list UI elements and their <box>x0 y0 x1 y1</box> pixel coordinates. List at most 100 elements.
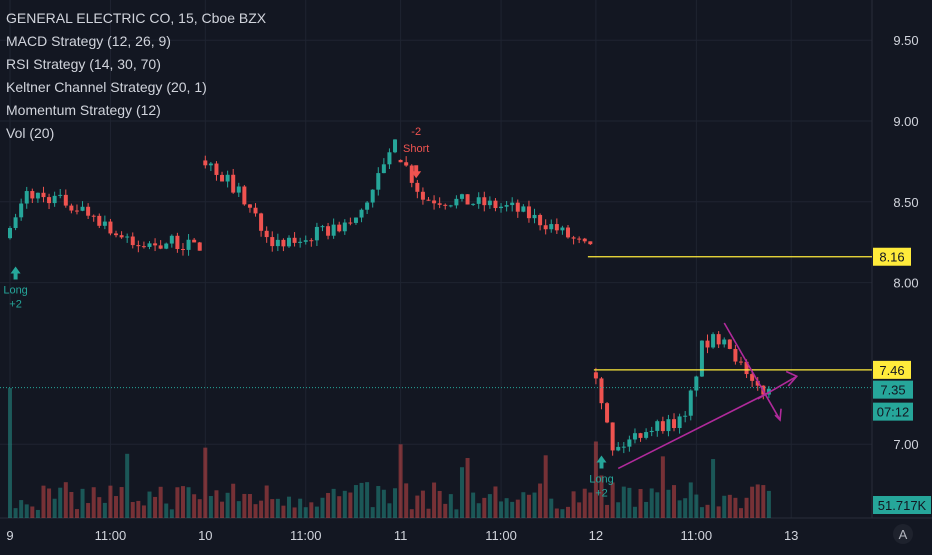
indicator-keltner[interactable]: Keltner Channel Strategy (20, 1) <box>6 79 207 95</box>
candle-body <box>125 236 130 238</box>
indicator-rsi[interactable]: RSI Strategy (14, 30, 70) <box>6 56 161 72</box>
countdown-tag-bg <box>873 402 913 421</box>
volume-bar <box>208 496 213 518</box>
candle-body <box>119 235 124 238</box>
volume-bar <box>744 497 749 518</box>
candle-body <box>259 213 264 231</box>
candle-body <box>387 152 392 165</box>
volume-tag-bg <box>873 496 931 514</box>
volume-bar <box>582 488 587 518</box>
volume-bar <box>398 444 403 518</box>
volume-bar <box>24 504 29 518</box>
volume-bar <box>180 486 185 518</box>
volume-bar <box>487 494 492 518</box>
candle-body <box>136 245 141 247</box>
volume-bar <box>733 497 738 518</box>
trend-line-lower <box>617 391 770 470</box>
volume-bar <box>253 504 258 518</box>
volume-bar <box>387 503 392 518</box>
volume-bar <box>404 483 409 518</box>
candle-body <box>722 339 727 345</box>
candle-body <box>108 221 113 234</box>
volume-bar <box>298 498 303 518</box>
volume-bar <box>287 496 291 518</box>
candle-body <box>47 197 52 204</box>
volume-bar <box>108 485 113 518</box>
volume-bar <box>370 507 375 518</box>
candle-body <box>593 372 598 379</box>
volume-bar <box>125 453 130 518</box>
candle-body <box>309 240 314 242</box>
candle-body <box>716 334 721 345</box>
volume-bar <box>766 490 771 518</box>
auto-scale-button[interactable] <box>893 524 913 544</box>
candle-body <box>672 419 677 429</box>
volume-bar <box>515 499 520 518</box>
candle-body <box>554 224 559 231</box>
short-signal-arrow <box>411 165 422 179</box>
price-tag-current: 7.35 <box>880 383 905 398</box>
volume-bar <box>348 492 353 518</box>
volume-bar <box>711 459 716 518</box>
candle-body <box>627 439 632 447</box>
candle-body <box>281 239 286 247</box>
x-tick-label: 12 <box>589 528 603 543</box>
volume-bar <box>158 486 163 518</box>
volume-bar <box>52 498 57 518</box>
volume-bar <box>326 492 331 518</box>
x-tick-label: 11:00 <box>290 528 322 543</box>
volume-bar <box>19 500 24 518</box>
indicator-momentum[interactable]: Momentum Strategy (12) <box>6 102 161 118</box>
candle-body <box>314 226 319 241</box>
long-signal-label: +2 <box>595 488 608 500</box>
candle-body <box>97 215 102 226</box>
candle-body <box>504 205 509 207</box>
candle-body <box>141 246 146 248</box>
long-signal-label: +2 <box>9 298 22 310</box>
candle-body <box>638 433 643 438</box>
volume-bar <box>186 487 191 518</box>
volume-bar <box>504 498 509 518</box>
volume-bar <box>314 506 319 518</box>
volume-bar <box>750 486 755 518</box>
candle-body <box>35 192 40 199</box>
volume-bar <box>432 482 437 518</box>
price-tag-7-46: 7.46 <box>879 363 904 378</box>
volume-bar <box>727 494 732 518</box>
volume-bar <box>292 507 297 518</box>
indicator-vol[interactable]: Vol (20) <box>6 125 55 141</box>
volume-bar <box>459 467 464 518</box>
volume-bar <box>270 499 275 518</box>
long-signal-arrow <box>10 266 21 280</box>
volume-bar <box>63 482 68 518</box>
candle-body <box>208 163 213 166</box>
candle-body <box>80 206 85 211</box>
candle-body <box>566 227 570 238</box>
symbol-title[interactable]: GENERAL ELECTRIC CO, 15, Cboe BZX <box>6 10 267 26</box>
candle-body <box>353 217 358 223</box>
volume-bar <box>605 504 610 518</box>
candle-body <box>655 421 660 431</box>
candle-body <box>538 214 543 226</box>
volume-bar <box>136 500 141 518</box>
short-signal-label: -2 <box>411 126 421 138</box>
volume-bar <box>203 447 208 518</box>
indicator-macd[interactable]: MACD Strategy (12, 26, 9) <box>6 33 171 49</box>
volume-bar <box>169 509 174 518</box>
volume-bar <box>761 485 766 518</box>
x-tick-label: 9 <box>6 528 13 543</box>
candle-body <box>688 390 693 416</box>
volume-bar <box>236 501 241 518</box>
volume-bar <box>638 489 643 518</box>
countdown-tag: 07:12 <box>877 405 910 420</box>
candle-body <box>482 197 487 206</box>
volume-bar <box>443 503 448 518</box>
candle-body <box>755 380 760 386</box>
volume-bar <box>493 486 498 518</box>
volume-bar <box>677 500 682 518</box>
volume-bar <box>649 488 654 518</box>
volume-bar <box>415 495 420 518</box>
candle-body <box>727 339 732 349</box>
